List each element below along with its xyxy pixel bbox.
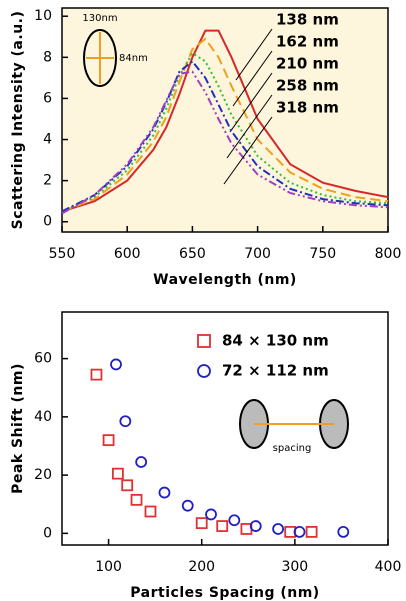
y-tick-label: 8: [43, 49, 52, 65]
x-tick-label: 300: [281, 559, 308, 575]
x-tick-label: 650: [179, 246, 206, 262]
y-tick-label: 2: [43, 173, 52, 189]
line: [61, 37, 389, 213]
y-tick-label: 40: [34, 409, 52, 425]
line: [61, 29, 389, 213]
line: [61, 70, 389, 215]
line: [61, 51, 389, 213]
point: [272, 523, 284, 535]
leader-line: [235, 28, 273, 81]
y-tick-label: 20: [34, 467, 52, 483]
y-axis-label: Peak Shift (nm): [10, 363, 26, 494]
point: [305, 525, 318, 538]
x-tick-label: 100: [95, 559, 122, 575]
x-tick-label: 600: [114, 246, 141, 262]
y-tick-label: 60: [34, 351, 52, 367]
point: [119, 415, 132, 428]
legend-label: 318 nm: [276, 99, 339, 117]
y-tick-label: 4: [43, 132, 52, 148]
legend-label: 258 nm: [276, 77, 339, 95]
point: [102, 434, 115, 447]
legend-label: 84 × 130 nm: [222, 332, 329, 350]
x-tick-label: 700: [244, 246, 271, 262]
y-tick-label: 6: [43, 90, 52, 106]
x-tick-label: 550: [49, 246, 76, 262]
legend-label: 162 nm: [276, 33, 339, 51]
x-axis-label: Particles Spacing (nm): [130, 585, 319, 601]
x-tick-label: 200: [188, 559, 215, 575]
point: [205, 508, 217, 521]
point: [181, 499, 194, 512]
legend-marker: [197, 334, 211, 348]
y-tick-label: 0: [43, 214, 52, 230]
point: [135, 456, 148, 468]
legend-marker: [197, 364, 211, 378]
leader-line: [226, 94, 273, 159]
point: [337, 525, 350, 538]
point: [111, 467, 124, 480]
point: [158, 486, 171, 499]
legend-label: 72 × 112 nm: [222, 362, 329, 380]
annotation: 84nm: [119, 53, 148, 64]
point: [228, 514, 241, 527]
y-axis-label: Scattering Intensity (a.u.): [10, 11, 26, 230]
point: [249, 520, 262, 532]
x-axis-label: Wavelength (nm): [153, 272, 297, 288]
x-tick-label: 800: [375, 246, 402, 262]
legend-label: 210 nm: [276, 55, 339, 73]
legend-label: 138 nm: [276, 11, 339, 29]
point: [90, 368, 103, 381]
point: [195, 517, 208, 530]
x-tick-label: 750: [309, 246, 336, 262]
leader-line: [232, 50, 273, 107]
line: [61, 59, 389, 213]
point: [293, 525, 306, 538]
leader-line: [223, 116, 273, 185]
y-tick-label: 0: [43, 525, 52, 541]
point: [121, 479, 134, 492]
point: [110, 358, 122, 371]
point: [216, 520, 229, 532]
annotation: spacing: [273, 443, 312, 454]
x-tick-label: 400: [375, 559, 402, 575]
annotation: 130nm: [82, 13, 117, 24]
y-tick-label: 10: [34, 8, 52, 24]
point: [144, 505, 157, 518]
leader-line: [229, 72, 273, 133]
point: [130, 493, 143, 506]
